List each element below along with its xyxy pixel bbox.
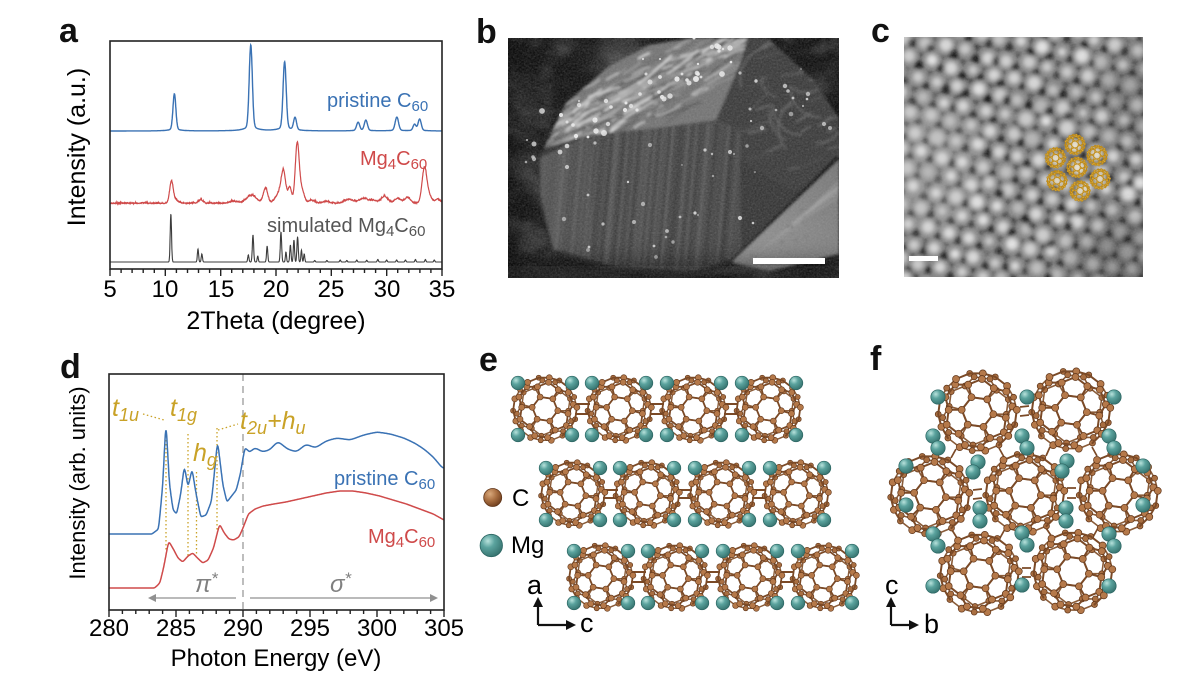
svg-text:c: c	[885, 570, 899, 600]
svg-text:Mg4C60: Mg4C60	[360, 148, 427, 173]
svg-text:290: 290	[223, 615, 263, 642]
svg-text:25: 25	[318, 276, 345, 303]
svg-text:π*: π*	[195, 569, 219, 598]
svg-text:a: a	[527, 570, 543, 600]
svg-text:σ*: σ*	[330, 569, 352, 598]
svg-text:Intensity (arb. units): Intensity (arb. units)	[65, 386, 90, 579]
svg-text:C: C	[512, 485, 529, 512]
svg-text:hg: hg	[193, 439, 217, 470]
svg-text:295: 295	[290, 615, 330, 642]
svg-text:5: 5	[103, 276, 116, 303]
svg-text:simulated Mg4C60: simulated Mg4C60	[267, 215, 425, 240]
svg-text:Intensity (a.u.): Intensity (a.u.)	[63, 68, 91, 226]
svg-text:2Theta (degree): 2Theta (degree)	[186, 307, 365, 335]
svg-text:Mg4C60: Mg4C60	[368, 526, 435, 551]
svg-text:280: 280	[89, 615, 129, 642]
svg-text:t1u: t1u	[112, 394, 139, 425]
svg-text:15: 15	[208, 276, 235, 303]
svg-text:c: c	[580, 608, 594, 638]
svg-text:Mg: Mg	[511, 532, 544, 559]
svg-text:305: 305	[424, 615, 464, 642]
svg-text:30: 30	[374, 276, 401, 303]
svg-text:300: 300	[357, 615, 397, 642]
svg-text:pristine C60: pristine C60	[334, 468, 435, 493]
svg-text:10: 10	[152, 276, 179, 303]
svg-text:t1g: t1g	[170, 394, 197, 425]
svg-text:285: 285	[156, 615, 196, 642]
svg-text:Photon Energy (eV): Photon Energy (eV)	[171, 645, 382, 672]
svg-text:t2u+hu: t2u+hu	[240, 407, 306, 438]
svg-text:35: 35	[429, 276, 456, 303]
svg-text:b: b	[924, 609, 939, 639]
svg-text:pristine C60: pristine C60	[327, 90, 428, 115]
svg-text:20: 20	[263, 276, 290, 303]
